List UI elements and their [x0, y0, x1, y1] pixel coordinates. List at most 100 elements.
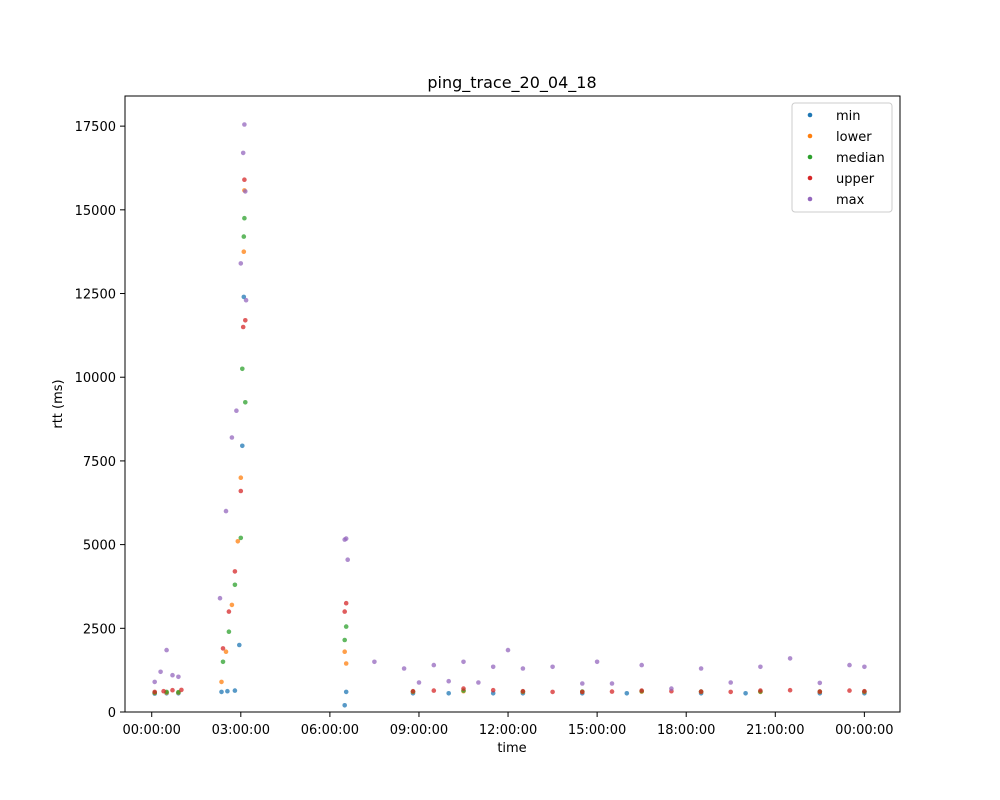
y-tick-label: 10000: [75, 371, 116, 386]
point-min-10: [343, 689, 349, 695]
point-max-26: [520, 666, 526, 671]
point-upper-10: [243, 318, 248, 323]
point-upper-17: [520, 688, 526, 694]
point-max-8: [234, 408, 239, 414]
point-median-5: [232, 582, 238, 588]
point-min-18: [743, 691, 748, 696]
point-lower-6: [235, 539, 241, 544]
point-max-7: [229, 435, 235, 440]
point-upper-20: [609, 689, 615, 694]
legend-marker-median: [807, 154, 813, 160]
data-points: [152, 122, 867, 708]
point-upper-6: [232, 569, 238, 574]
point-max-31: [639, 662, 644, 668]
point-upper-23: [698, 689, 704, 694]
point-max-12: [243, 189, 248, 194]
point-upper-0: [152, 689, 157, 695]
point-max-1: [158, 669, 163, 675]
point-max-2: [164, 647, 169, 653]
point-upper-28: [847, 688, 852, 693]
legend-label-max: max: [836, 193, 865, 208]
point-max-21: [446, 678, 452, 684]
point-upper-19: [580, 689, 585, 695]
legend-box: [791, 102, 893, 213]
point-upper-3: [179, 687, 184, 693]
x-tick-label: 03:00:00: [212, 723, 270, 738]
point-lower-5: [229, 602, 235, 608]
point-lower-7: [238, 475, 244, 481]
point-max-37: [817, 680, 823, 686]
point-upper-2: [170, 687, 175, 693]
legend-marker-upper: [807, 175, 813, 181]
point-median-11: [342, 637, 348, 643]
point-max-6: [223, 508, 229, 514]
y-tick-label: 15000: [75, 204, 116, 219]
point-max-4: [176, 674, 181, 680]
point-max-38: [847, 662, 852, 668]
legend-marker-min: [807, 112, 813, 118]
legend-label-min: min: [836, 109, 861, 124]
x-tick-label: 12:00:00: [479, 723, 537, 738]
point-max-32: [669, 686, 674, 691]
point-median-6: [238, 535, 244, 541]
point-max-15: [343, 536, 349, 541]
point-min-4: [225, 688, 230, 694]
point-upper-14: [431, 688, 437, 693]
point-median-7: [240, 366, 245, 372]
y-axis-title: rtt (ms): [51, 379, 66, 428]
x-tick-label: 15:00:00: [568, 723, 626, 738]
point-min-7: [240, 443, 245, 449]
point-upper-21: [639, 688, 644, 693]
y-tick-label: 7500: [83, 455, 116, 470]
point-upper-27: [817, 689, 823, 694]
point-upper-25: [758, 688, 763, 693]
point-upper-13: [410, 688, 416, 694]
point-min-6: [237, 642, 242, 648]
point-upper-16: [490, 687, 496, 693]
chart-title: ping_trace_20_04_18: [427, 73, 596, 93]
point-max-24: [490, 664, 496, 670]
point-min-8: [241, 294, 247, 300]
point-lower-4: [223, 649, 229, 654]
point-upper-11: [342, 609, 348, 614]
point-upper-4: [220, 646, 226, 651]
point-upper-26: [787, 687, 793, 693]
point-upper-15: [461, 686, 466, 691]
x-tick-label: 06:00:00: [301, 723, 359, 738]
point-max-25: [505, 647, 511, 653]
x-tick-label: 09:00:00: [390, 723, 448, 738]
point-max-18: [401, 666, 407, 671]
point-max-39: [862, 664, 867, 670]
point-max-27: [550, 664, 555, 670]
y-tick-label: 0: [108, 706, 116, 721]
point-min-16: [624, 691, 630, 696]
point-median-3: [220, 659, 226, 665]
point-max-5: [217, 595, 223, 601]
plot-frame: [124, 95, 901, 713]
point-upper-12: [343, 600, 349, 606]
point-max-33: [698, 666, 704, 671]
point-median-9: [242, 215, 247, 221]
x-axis-title: time: [497, 741, 526, 756]
x-tick-label: 00:00:00: [123, 723, 181, 738]
point-max-23: [476, 680, 481, 685]
point-max-10: [240, 150, 246, 156]
point-max-30: [609, 681, 615, 686]
point-max-35: [758, 664, 763, 670]
point-median-12: [343, 624, 349, 629]
point-max-28: [580, 681, 585, 686]
point-upper-1: [161, 688, 166, 694]
point-upper-9: [242, 177, 247, 182]
point-max-20: [431, 662, 437, 668]
point-lower-10: [342, 649, 348, 654]
x-tick-label: 18:00:00: [657, 723, 715, 738]
y-axis: 0 2500 5000 7500 10000 12500 15000 17500: [75, 120, 125, 721]
point-max-9: [238, 261, 244, 266]
legend-label-upper: upper: [836, 172, 875, 187]
y-tick-label: 2500: [83, 622, 116, 637]
point-lower-11: [343, 661, 349, 666]
x-tick-label: 00:00:00: [835, 723, 893, 738]
point-upper-29: [862, 688, 867, 694]
point-upper-8: [240, 324, 246, 330]
